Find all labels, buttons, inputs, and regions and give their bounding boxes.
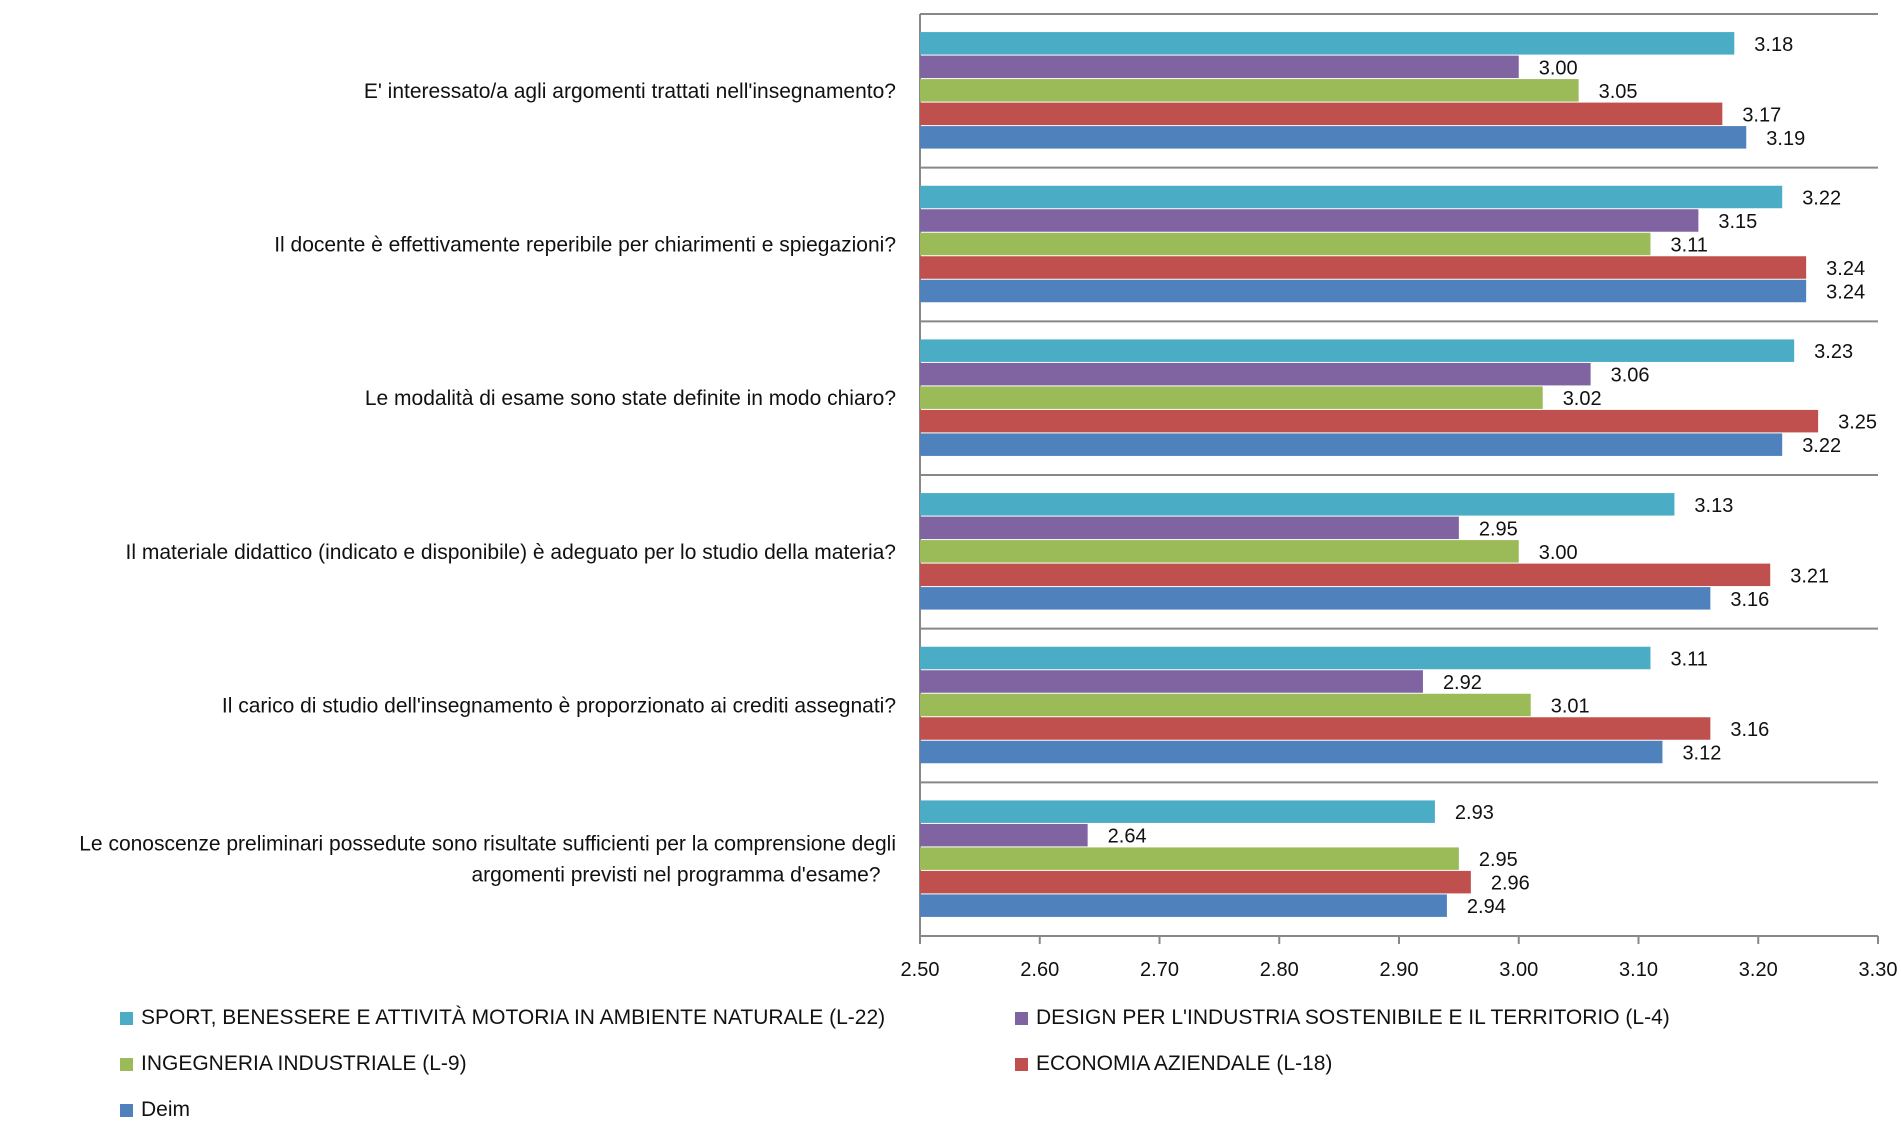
legend-swatch [120,1011,133,1025]
x-tick-label: 2.90 [1380,959,1419,981]
value-label: 3.25 [1838,412,1877,434]
value-label: 3.16 [1730,719,1769,741]
legend-label: DESIGN PER L'INDUSTRIA SOSTENIBILE E IL … [1036,1006,1670,1029]
bar [920,540,1519,563]
legend-label: ECONOMIA AZIENDALE (L-18) [1036,1052,1333,1075]
value-label: 3.05 [1599,81,1638,103]
bar [920,847,1459,870]
bar [920,516,1459,540]
value-label: 3.21 [1790,565,1829,587]
value-label: 3.00 [1539,57,1578,79]
bar [920,126,1747,149]
bar-chart: 2.50 2.60 2.70 2.80 2.90 3.00 3.10 3.20 3.30 3.18… [79,13,1898,981]
value-label: 3.11 [1670,649,1707,671]
value-label: 3.00 [1539,542,1578,564]
bar [920,493,1675,516]
x-tick-label: 3.30 [1859,959,1898,981]
legend-item: INGEGNERIA INDUSTRIALE (L-9) [120,1052,467,1076]
value-label: 2.92 [1443,672,1482,694]
legend-item: ECONOMIA AZIENDALE (L-18) [1015,1052,1332,1076]
x-tick-label: 2.80 [1260,959,1299,981]
category-label: E' interessato/a agli argomenti trattati… [364,80,896,103]
bar [920,185,1783,209]
value-label: 3.24 [1826,258,1865,280]
bar [920,362,1591,386]
bar [920,717,1711,740]
category-label: Il materiale didattico (indicato e dispo… [126,541,896,564]
chart-legend: SPORT, BENESSERE E ATTIVITÀ MOTORIA IN A… [120,1000,1820,1130]
bar [920,870,1471,894]
bar [920,670,1423,693]
bar [920,102,1723,126]
bar [920,693,1531,717]
category-label: Il carico di studio dell'insegnamento è … [222,695,896,718]
bar [920,800,1435,823]
legend-swatch [1015,1057,1028,1071]
bar [920,587,1711,610]
value-label: 3.01 [1551,696,1590,718]
bar [920,894,1447,917]
value-label: 2.95 [1479,849,1518,871]
value-label: 3.22 [1802,435,1841,457]
legend-label: INGEGNERIA INDUSTRIALE (L-9) [141,1052,467,1075]
value-label: 3.23 [1814,341,1853,363]
legend-item: Deim [120,1098,190,1122]
bar [920,339,1795,362]
x-tick-label: 2.50 [901,959,940,981]
bar [920,386,1543,409]
value-label: 2.94 [1467,896,1506,918]
legend-swatch [1015,1011,1028,1025]
value-label: 3.18 [1754,34,1793,56]
value-label: 3.06 [1611,365,1650,387]
legend-swatch [120,1103,133,1117]
value-label: 2.95 [1479,518,1518,540]
bar [920,433,1783,456]
value-label: 3.13 [1694,495,1733,517]
category-label: Le conoscenze preliminari possedute sono… [79,833,896,887]
legend-item: DESIGN PER L'INDUSTRIA SOSTENIBILE E IL … [1015,1006,1670,1030]
x-tick-label: 3.20 [1739,959,1778,981]
bar [920,209,1699,232]
bar [920,646,1651,670]
value-label: 2.93 [1455,802,1494,824]
x-tick-label: 3.00 [1499,959,1538,981]
legend-item: SPORT, BENESSERE E ATTIVITÀ MOTORIA IN A… [120,1006,885,1030]
value-label: 3.24 [1826,282,1865,304]
value-label: 2.64 [1108,826,1147,848]
value-label: 3.11 [1670,235,1707,257]
legend-label: SPORT, BENESSERE E ATTIVITÀ MOTORIA IN A… [141,1006,886,1029]
bar [920,823,1088,847]
value-label: 3.02 [1563,388,1602,410]
value-label: 3.22 [1802,188,1841,210]
bar [920,409,1819,433]
bar [920,79,1579,102]
x-tick-label: 3.10 [1619,959,1658,981]
x-tick-label: 2.70 [1140,959,1179,981]
bar [920,740,1663,764]
category-label: Il docente è effettivamente reperibile p… [274,234,896,257]
bar [920,563,1771,587]
value-label: 3.16 [1730,589,1769,611]
value-label: 2.96 [1491,873,1530,895]
value-label: 3.12 [1682,743,1721,765]
bar [920,279,1807,303]
bar [920,256,1807,279]
x-tick-label: 2.60 [1020,959,1059,981]
bar [920,55,1519,79]
category-label: Le modalità di esame sono state definite… [365,387,896,410]
value-label: 3.15 [1718,211,1757,233]
bar [920,32,1735,55]
value-label: 3.17 [1742,104,1781,126]
bar [920,232,1651,256]
value-label: 3.19 [1766,128,1805,150]
legend-swatch [120,1057,133,1071]
legend-label: Deim [141,1098,191,1121]
